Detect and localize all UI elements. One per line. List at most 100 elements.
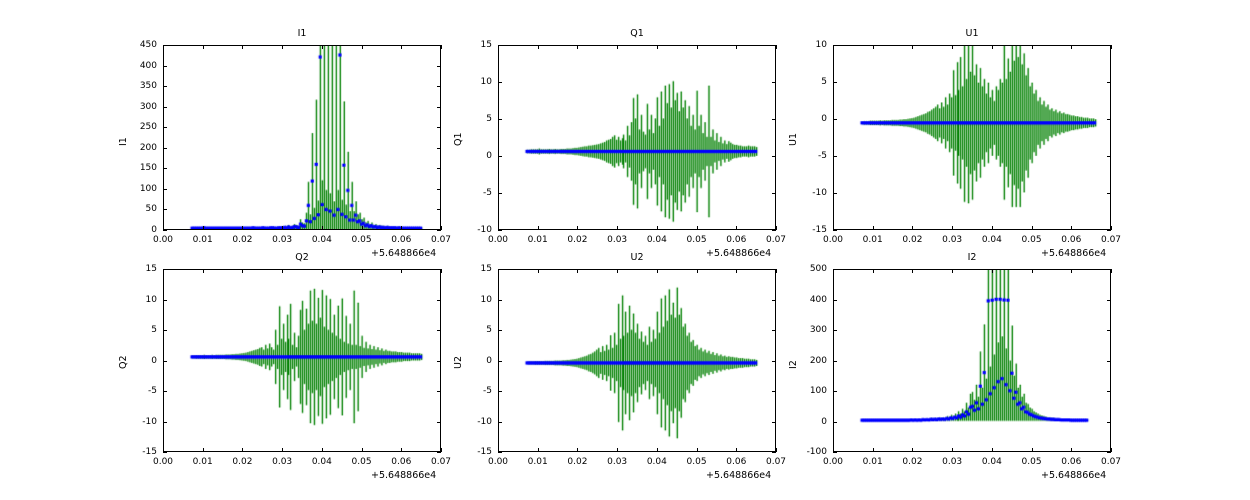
x-tick-mark-top bbox=[282, 45, 284, 49]
y-tick-label: -15 bbox=[142, 447, 157, 457]
x-axis-offset-text: +5.648866e4 bbox=[706, 470, 772, 481]
x-tick-mark bbox=[498, 448, 499, 452]
y-tick-mark bbox=[163, 188, 167, 190]
y-tick-mark-right bbox=[437, 230, 441, 231]
x-tick-mark-top bbox=[401, 269, 403, 273]
x-tick-mark bbox=[617, 448, 619, 452]
y-tick-mark bbox=[163, 230, 167, 231]
x-tick-mark-top bbox=[202, 45, 204, 49]
x-tick-mark-top bbox=[1111, 45, 1112, 49]
x-tick-label: 0.05 bbox=[686, 235, 707, 245]
y-tick-mark-right bbox=[772, 330, 776, 331]
x-tick-mark bbox=[872, 226, 874, 230]
x-tick-label: 0.02 bbox=[232, 457, 253, 467]
x-tick-mark bbox=[991, 448, 993, 452]
y-tick-label: -5 bbox=[148, 386, 157, 396]
x-tick-label: 0.06 bbox=[391, 235, 412, 245]
x-tick-mark bbox=[1031, 226, 1033, 230]
y-tick-mark bbox=[833, 269, 837, 270]
y-tick-mark-right bbox=[772, 82, 776, 83]
y-tick-label: -15 bbox=[812, 225, 827, 235]
x-tick-mark bbox=[282, 226, 284, 230]
y-axis-label: U1 bbox=[788, 132, 799, 146]
y-tick-label: 10 bbox=[480, 77, 492, 87]
y-tick-label: -100 bbox=[806, 447, 827, 457]
x-tick-label: 0.07 bbox=[765, 235, 787, 245]
x-tick-label: 0.05 bbox=[1021, 235, 1042, 245]
y-tick-mark-right bbox=[772, 45, 776, 46]
y-tick-label: 15 bbox=[480, 264, 492, 274]
y-tick-mark-right bbox=[1107, 82, 1111, 83]
y-tick-mark-right bbox=[772, 230, 776, 231]
x-tick-label: 0.00 bbox=[487, 235, 509, 245]
y-tick-mark-right bbox=[772, 452, 776, 453]
x-axis-offset-text: +5.648866e4 bbox=[706, 248, 772, 259]
y-tick-mark-right bbox=[437, 168, 441, 170]
y-tick-mark bbox=[163, 147, 167, 149]
y-tick-mark-right bbox=[437, 299, 441, 301]
y-tick-label: -10 bbox=[142, 416, 157, 427]
y-tick-label: 250 bbox=[139, 122, 157, 133]
y-tick-label: 200 bbox=[139, 142, 157, 153]
y-tick-label: 10 bbox=[145, 294, 157, 305]
x-tick-mark-top bbox=[991, 45, 993, 49]
x-tick-label: 0.03 bbox=[607, 235, 628, 245]
x-tick-mark bbox=[401, 448, 403, 452]
y-tick-mark bbox=[833, 299, 837, 301]
y-tick-mark bbox=[498, 193, 502, 194]
y-tick-mark bbox=[163, 209, 167, 211]
x-tick-mark-top bbox=[1031, 45, 1033, 49]
y-tick-mark bbox=[833, 330, 837, 331]
y-tick-mark bbox=[163, 360, 167, 362]
x-tick-label: 0.05 bbox=[351, 235, 372, 245]
x-tick-mark-top bbox=[833, 45, 834, 49]
y-tick-mark-right bbox=[772, 119, 776, 120]
x-tick-mark bbox=[833, 226, 834, 230]
y-tick-mark bbox=[163, 86, 167, 88]
y-tick-mark bbox=[498, 391, 502, 392]
x-tick-label: 0.01 bbox=[527, 235, 548, 245]
y-tick-label: 100 bbox=[809, 386, 827, 396]
y-tick-mark-right bbox=[437, 269, 441, 270]
x-tick-mark-top bbox=[498, 269, 499, 273]
y-tick-label: 450 bbox=[139, 40, 157, 50]
x-tick-mark bbox=[736, 448, 738, 452]
x-tick-label: 0.07 bbox=[1100, 457, 1122, 467]
y-tick-mark bbox=[833, 193, 837, 194]
x-tick-label: 0.01 bbox=[862, 457, 883, 467]
y-tick-mark-right bbox=[437, 127, 441, 129]
x-tick-mark-top bbox=[361, 45, 363, 49]
plot-area bbox=[499, 46, 775, 229]
x-tick-label: 0.02 bbox=[902, 235, 923, 245]
y-tick-label: 15 bbox=[145, 264, 157, 274]
y-tick-mark bbox=[833, 452, 837, 453]
x-tick-mark bbox=[1071, 226, 1073, 230]
x-tick-label: 0.04 bbox=[646, 235, 667, 245]
x-tick-mark-top bbox=[952, 45, 954, 49]
x-tick-label: 0.05 bbox=[351, 457, 372, 467]
x-tick-mark-top bbox=[361, 269, 363, 273]
y-tick-label: -10 bbox=[812, 188, 827, 198]
x-tick-mark-top bbox=[242, 269, 244, 273]
x-tick-label: 0.03 bbox=[942, 235, 963, 245]
y-tick-mark bbox=[163, 45, 167, 46]
x-tick-mark bbox=[537, 226, 539, 230]
x-tick-mark-top bbox=[991, 269, 993, 273]
x-tick-mark bbox=[321, 448, 323, 452]
x-tick-mark-top bbox=[242, 45, 244, 49]
subplot-i1: I1 I1 +5.648866e4 0.00 0.01 0.02 0.03 0.04 0.05 0… bbox=[118, 28, 451, 259]
subplot-q1: Q1 Q1 +5.648866e4 0.00 0.01 0.02 0.03 0.04 0.05 0… bbox=[453, 28, 786, 259]
subplot-title: I1 bbox=[297, 28, 307, 39]
x-tick-mark bbox=[656, 448, 658, 452]
x-axis-offset-text: +5.648866e4 bbox=[371, 248, 437, 259]
x-tick-mark bbox=[361, 448, 363, 452]
x-tick-mark bbox=[656, 226, 658, 230]
x-tick-mark-top bbox=[912, 45, 914, 49]
x-tick-label: 0.03 bbox=[942, 457, 963, 467]
x-tick-label: 0.00 bbox=[152, 235, 174, 245]
x-tick-label: 0.07 bbox=[765, 457, 787, 467]
x-tick-mark-top bbox=[696, 269, 698, 273]
axes-frame bbox=[163, 269, 441, 452]
x-tick-mark bbox=[441, 448, 442, 452]
y-tick-mark-right bbox=[1107, 421, 1111, 423]
